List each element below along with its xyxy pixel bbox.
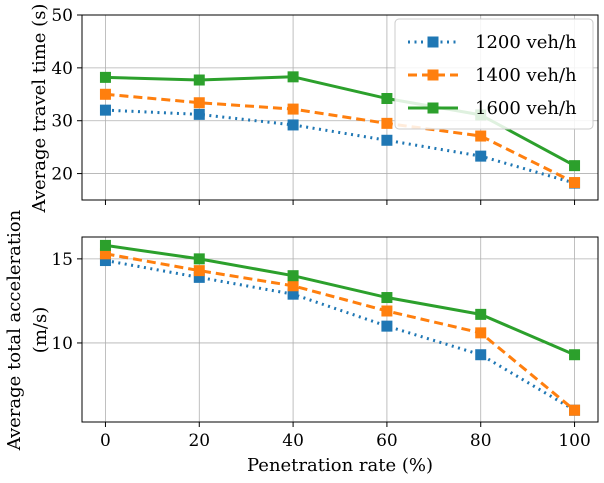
legend-label-series-2: 1400 veh/h bbox=[475, 65, 577, 86]
acceleration-point-series-2 bbox=[193, 265, 205, 277]
travel-time-point-series-2 bbox=[287, 103, 299, 115]
acceleration-line-series-2 bbox=[105, 252, 576, 412]
travel-time-axes-frame bbox=[81, 14, 599, 201]
travel-time-line-series-1 bbox=[105, 108, 575, 185]
x-tick-label: 100 bbox=[558, 431, 590, 451]
acceleration-point-series-1 bbox=[381, 320, 393, 332]
acceleration-panel: 0 20 40 60 80 100 10 15 Average total accelerat… bbox=[4, 209, 599, 451]
travel-time-point-series-2 bbox=[99, 88, 111, 100]
travel-time-y-tick-label: 30 bbox=[51, 112, 73, 132]
travel-time-point-series-3 bbox=[193, 74, 205, 86]
x-tick-label: 0 bbox=[100, 431, 111, 451]
travel-time-point-series-1 bbox=[287, 119, 299, 131]
acceleration-point-series-2 bbox=[99, 248, 111, 260]
acceleration-point-series-1 bbox=[193, 271, 205, 283]
acceleration-point-series-3 bbox=[381, 292, 393, 304]
acceleration-ticks: 0 20 40 60 80 100 10 15 bbox=[51, 250, 590, 451]
acceleration-point-series-3 bbox=[193, 253, 205, 265]
acceleration-point-series-1 bbox=[475, 349, 487, 361]
acceleration-line-series-3 bbox=[105, 243, 576, 357]
acceleration-axes-frame bbox=[81, 236, 599, 423]
acceleration-point-series-2 bbox=[475, 327, 487, 339]
x-tick-label: 80 bbox=[470, 431, 492, 451]
travel-time-y-tick-label: 50 bbox=[51, 6, 73, 26]
travel-time-line-series-2 bbox=[105, 92, 576, 184]
acceleration-line-series-1 bbox=[105, 259, 576, 412]
legend: 1200 veh/h 1400 veh/h 1600 veh/h bbox=[394, 18, 594, 130]
acceleration-point-series-2 bbox=[287, 280, 299, 292]
travel-time-ticks: 20 30 40 50 bbox=[51, 6, 576, 205]
travel-time-point-series-1 bbox=[193, 108, 205, 120]
acceleration-point-series-3 bbox=[287, 270, 299, 282]
travel-time-point-series-2 bbox=[193, 97, 205, 109]
legend-marker-series-3 bbox=[427, 102, 439, 114]
travel-time-point-series-2 bbox=[381, 117, 393, 129]
x-tick-label: 60 bbox=[376, 431, 398, 451]
travel-time-point-series-1 bbox=[381, 134, 393, 146]
acceleration-point-series-2 bbox=[381, 305, 393, 317]
legend-marker-series-2 bbox=[427, 69, 439, 81]
legend-marker-series-1 bbox=[427, 36, 439, 48]
acceleration-ylabel-line2: (m/s) bbox=[30, 307, 51, 353]
travel-time-point-series-1 bbox=[99, 104, 111, 116]
travel-time-ylabel: Average travel time (s) bbox=[29, 4, 50, 214]
acceleration-series bbox=[99, 239, 581, 416]
acceleration-point-series-1 bbox=[287, 288, 299, 300]
travel-time-point-series-3 bbox=[381, 93, 393, 105]
acceleration-point-series-2 bbox=[569, 404, 581, 416]
acceleration-grid bbox=[82, 237, 598, 422]
acceleration-point-series-3 bbox=[99, 239, 111, 251]
acceleration-point-series-1 bbox=[99, 255, 111, 267]
travel-time-point-series-2 bbox=[475, 130, 487, 142]
travel-time-point-series-3 bbox=[99, 71, 111, 83]
acceleration-ylabel-line1: Average total acceleration bbox=[4, 209, 25, 451]
x-axis-label: Penetration rate (%) bbox=[247, 455, 433, 476]
acceleration-point-series-3 bbox=[569, 349, 581, 361]
acceleration-y-tick-label: 15 bbox=[51, 250, 73, 270]
travel-time-y-tick-label: 20 bbox=[51, 165, 73, 185]
acceleration-y-tick-label: 10 bbox=[51, 334, 73, 354]
legend-label-series-3: 1600 veh/h bbox=[475, 98, 577, 119]
travel-time-point-series-2 bbox=[569, 177, 581, 189]
legend-box bbox=[394, 18, 594, 130]
x-tick-label: 40 bbox=[282, 431, 304, 451]
acceleration-point-series-3 bbox=[475, 308, 487, 320]
travel-time-panel: 20 30 40 50 Average travel time (s) 1200 ve… bbox=[29, 4, 599, 214]
travel-time-y-tick-label: 40 bbox=[51, 59, 73, 79]
x-tick-label: 20 bbox=[188, 431, 210, 451]
travel-time-point-series-3 bbox=[569, 160, 581, 172]
legend-label-series-1: 1200 veh/h bbox=[475, 32, 577, 53]
travel-time-point-series-1 bbox=[475, 150, 487, 162]
travel-time-point-series-3 bbox=[287, 71, 299, 83]
